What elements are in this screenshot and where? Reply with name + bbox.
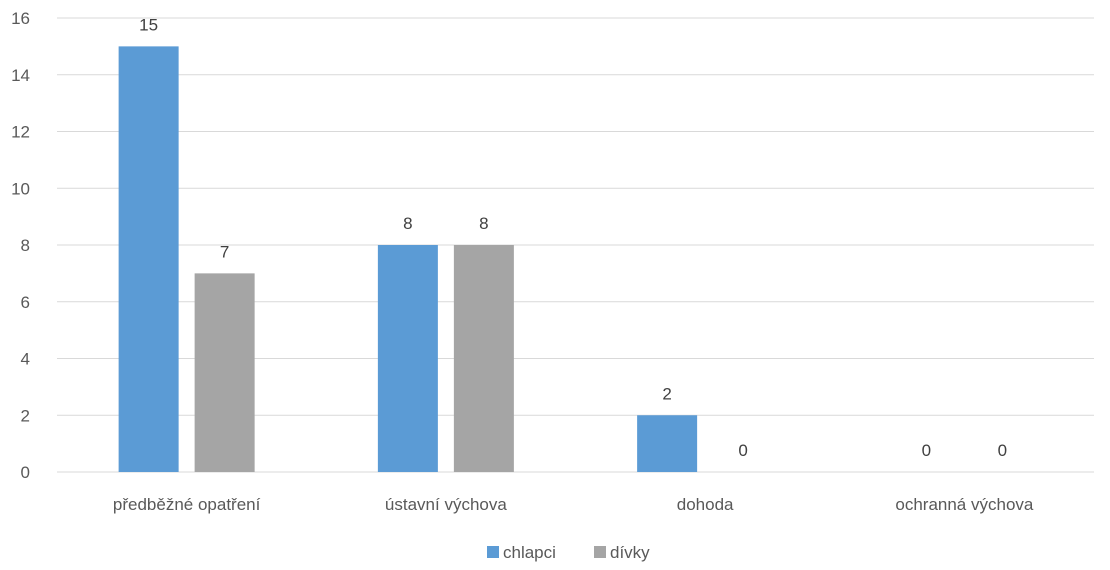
y-axis-ticks: 0 2 4 6 8 10 12 14 16 [11, 9, 30, 482]
y-tick-label: 8 [21, 236, 30, 255]
x-axis-categories: předběžné opatření ústavní výchova dohoda o… [113, 495, 1034, 514]
y-tick-label: 16 [11, 9, 30, 28]
bar-chlapci [377, 245, 438, 472]
y-tick-label: 6 [21, 293, 30, 312]
data-label: 15 [139, 15, 158, 34]
bar-chlapci [637, 415, 698, 472]
data-label: 0 [738, 441, 747, 460]
data-label: 0 [998, 441, 1007, 460]
category-label: ochranná výchova [895, 495, 1034, 514]
data-label: 8 [403, 214, 412, 233]
legend-swatch-divky [594, 546, 606, 558]
y-tick-label: 10 [11, 179, 30, 198]
y-tick-label: 14 [11, 66, 30, 85]
bar-divky [453, 245, 514, 472]
category-label: předběžné opatření [113, 495, 261, 514]
data-label: 8 [479, 214, 488, 233]
legend-label-divky: dívky [610, 543, 650, 562]
legend-label-chlapci: chlapci [503, 543, 556, 562]
bars [118, 46, 698, 472]
data-label: 0 [922, 441, 931, 460]
data-labels: 15 7 8 8 2 0 0 0 [139, 15, 1007, 460]
y-tick-label: 12 [11, 123, 30, 142]
bar-divky [194, 273, 255, 472]
legend: chlapci dívky [487, 543, 650, 562]
data-label: 7 [220, 242, 229, 261]
legend-swatch-chlapci [487, 546, 499, 558]
y-tick-label: 4 [21, 350, 30, 369]
category-label: dohoda [677, 495, 734, 514]
bar-chlapci [118, 46, 179, 472]
y-tick-label: 2 [21, 406, 30, 425]
y-tick-label: 0 [21, 463, 30, 482]
data-label: 2 [662, 384, 671, 403]
category-label: ústavní výchova [385, 495, 507, 514]
